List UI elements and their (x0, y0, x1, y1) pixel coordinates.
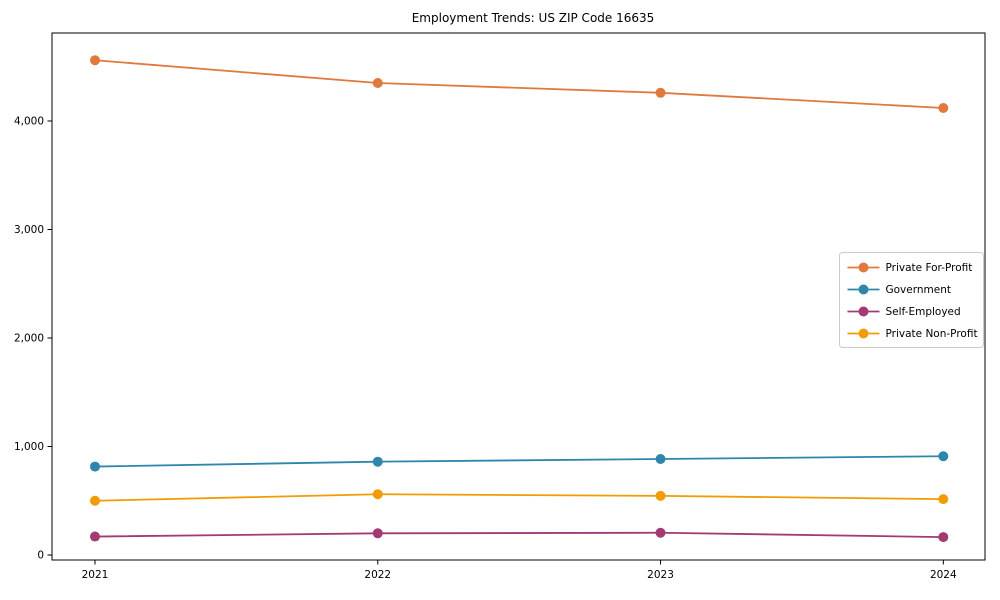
legend-item-government: Government (847, 284, 951, 296)
series-line-private-non-profit (94, 493, 944, 502)
y-tick-label: 1,000 (14, 441, 44, 453)
data-point-government (655, 453, 666, 464)
data-point-government (90, 461, 100, 472)
data-point-government (372, 456, 383, 467)
data-point-private-non-profit (90, 495, 100, 506)
x-tick-label: 2022 (364, 569, 391, 581)
chart-title: Employment Trends: US ZIP Code 16635 (412, 11, 655, 25)
legend-marker-icon (858, 262, 869, 273)
y-tick-label: 2,000 (14, 333, 44, 345)
y-tick-label: 3,000 (14, 224, 44, 236)
series-self-employed (90, 527, 949, 543)
legend-item-private-non-profit: Private Non-Profit (847, 328, 978, 340)
legend-label: Private For-Profit (886, 262, 973, 274)
data-point-private-for-profit (938, 102, 949, 113)
y-axis: 0 1,000 2,000 3,000 4,000 (14, 116, 52, 562)
series-private-non-profit (90, 489, 949, 506)
data-point-self-employed (372, 528, 383, 539)
series-private-for-profit (90, 55, 949, 113)
data-point-private-for-profit (90, 55, 100, 66)
series-government (90, 451, 949, 472)
data-point-self-employed (655, 527, 666, 538)
x-tick-label: 2021 (82, 569, 109, 581)
data-point-private-non-profit (372, 489, 383, 500)
legend-label: Self-Employed (886, 306, 961, 318)
data-point-government (938, 451, 949, 462)
data-point-self-employed (938, 532, 949, 543)
data-point-private-for-profit (372, 78, 383, 89)
legend-marker-icon (858, 284, 869, 295)
plot-frame (51, 32, 986, 561)
legend-label: Private Non-Profit (886, 328, 978, 340)
data-point-private-for-profit (655, 87, 666, 98)
data-point-self-employed (90, 531, 100, 542)
legend-marker-icon (858, 328, 869, 339)
x-tick-label: 2024 (930, 569, 957, 581)
legend-marker-icon (858, 306, 869, 317)
series-line-private-for-profit (94, 59, 944, 109)
legend-label: Government (886, 284, 951, 296)
legend-box (839, 252, 984, 348)
legend-item-private-for-profit: Private For-Profit (847, 262, 973, 274)
y-tick-label: 0 (37, 550, 44, 562)
series-lines (90, 55, 949, 543)
data-point-private-non-profit (938, 494, 949, 505)
series-line-government (94, 455, 944, 468)
x-tick-label: 2023 (647, 569, 674, 581)
data-point-private-non-profit (655, 490, 666, 501)
series-line-self-employed (94, 531, 944, 538)
legend: Private For-Profit Government Self-Employe… (839, 252, 984, 348)
y-tick-label: 4,000 (14, 116, 44, 128)
legend-item-self-employed: Self-Employed (847, 306, 961, 318)
x-axis: 2021 2022 2023 2024 (82, 560, 957, 581)
